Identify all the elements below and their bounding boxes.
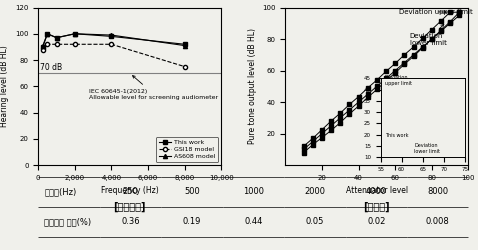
Text: 70 dB: 70 dB — [40, 63, 62, 72]
GSI18 model — [72, 43, 78, 46]
AS608 model — [44, 32, 50, 35]
Y-axis label: Pure tone output level (dB HL): Pure tone output level (dB HL) — [248, 28, 257, 144]
Text: [선형성]: [선형성] — [364, 201, 390, 211]
Text: IEC 60645-1(2012)
Allowable level for screening audiometer: IEC 60645-1(2012) Allowable level for sc… — [89, 76, 218, 100]
AS608 model — [54, 36, 59, 39]
X-axis label: Frequency (Hz): Frequency (Hz) — [101, 186, 159, 196]
AS608 model — [72, 32, 78, 35]
AS608 model — [40, 44, 46, 47]
Y-axis label: Hearing level (dB HL): Hearing level (dB HL) — [0, 46, 10, 127]
This work — [54, 36, 59, 39]
Text: Deviation upper limit: Deviation upper limit — [399, 9, 473, 15]
Text: [순음강도]: [순음강도] — [113, 201, 146, 211]
GSI18 model — [54, 43, 59, 46]
Line: AS608 model: AS608 model — [41, 32, 187, 48]
Line: GSI18 model: GSI18 model — [41, 42, 187, 69]
This work — [182, 43, 187, 46]
GSI18 model — [182, 65, 187, 68]
This work — [109, 35, 114, 38]
X-axis label: Attenuator level: Attenuator level — [346, 186, 408, 196]
GSI18 model — [44, 43, 50, 46]
This work — [72, 32, 78, 35]
GSI18 model — [109, 43, 114, 46]
Line: This work: This work — [41, 32, 187, 49]
GSI18 model — [40, 48, 46, 51]
This work — [44, 32, 50, 35]
AS608 model — [109, 34, 114, 36]
Text: Deviation
lower limit: Deviation lower limit — [410, 24, 447, 46]
This work — [40, 46, 46, 48]
AS608 model — [182, 44, 187, 47]
Legend: This work, GSI18 model, AS608 model: This work, GSI18 model, AS608 model — [156, 137, 218, 162]
